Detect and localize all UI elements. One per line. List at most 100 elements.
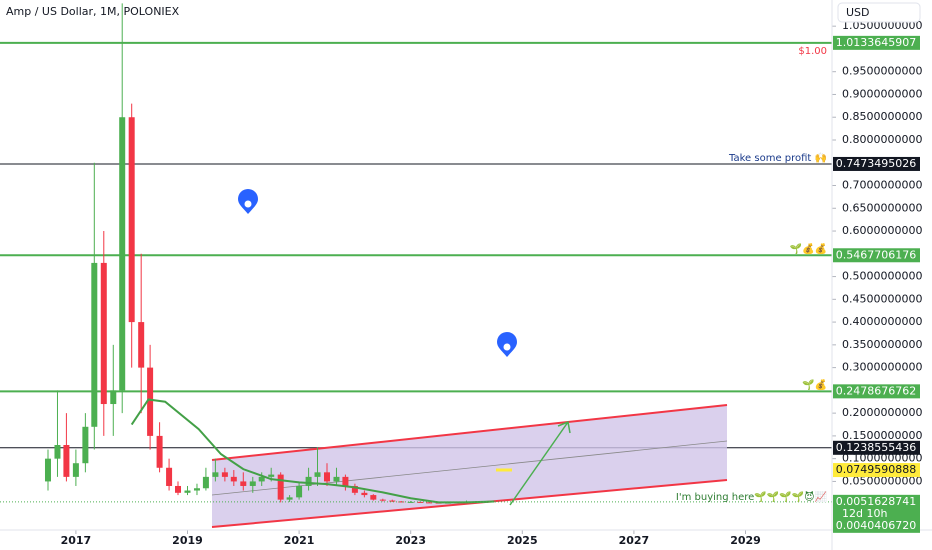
y-tick-label: 0.4500000000 bbox=[842, 292, 922, 305]
candle-body bbox=[351, 485, 358, 493]
price-label-box bbox=[833, 384, 920, 399]
channel-upper bbox=[211, 404, 728, 461]
candle-body bbox=[156, 435, 163, 468]
y-tick-label: 0.7000000000 bbox=[842, 179, 922, 192]
candle-body bbox=[407, 501, 414, 503]
candle-body bbox=[72, 463, 79, 477]
y-tick-label: 0.1500000000 bbox=[842, 429, 922, 442]
candle-body bbox=[249, 481, 256, 486]
candle-body bbox=[184, 490, 191, 493]
y-tick-label: 0.3000000000 bbox=[842, 361, 922, 374]
candle-body bbox=[44, 458, 51, 482]
candle-body bbox=[333, 476, 340, 482]
channel-fill bbox=[212, 405, 727, 527]
candle-body bbox=[314, 472, 321, 477]
moving-average bbox=[130, 398, 495, 504]
candle-body bbox=[361, 492, 368, 496]
pin-dot bbox=[244, 200, 252, 208]
candle-body bbox=[305, 476, 312, 486]
annotation: 🌱💰💰 bbox=[790, 242, 827, 255]
y-tick-label: 0.1000000000 bbox=[842, 452, 922, 465]
y-tick-label: 0.5000000000 bbox=[842, 270, 922, 283]
price-label-box bbox=[833, 156, 920, 171]
marks bbox=[0, 3, 832, 504]
candle-body bbox=[277, 474, 284, 500]
candle-body bbox=[193, 488, 200, 491]
candle-body bbox=[398, 501, 405, 503]
channel-lower bbox=[211, 479, 728, 528]
candle-body bbox=[426, 502, 433, 504]
currency-button[interactable] bbox=[837, 2, 921, 23]
candle-body bbox=[268, 474, 275, 477]
candle-body bbox=[323, 472, 330, 482]
y-tick-label: 0.6500000000 bbox=[842, 201, 922, 214]
candle-body bbox=[175, 485, 182, 493]
arrow bbox=[509, 420, 571, 506]
annotation: I'm buying here🌱🌱🌱🌱😈📈 bbox=[676, 490, 827, 503]
x-tick-label: 2017 bbox=[61, 534, 92, 547]
price-label-box bbox=[833, 35, 920, 50]
price-label: 1.0133645907 bbox=[836, 36, 916, 49]
low-label: 0.0040406720 bbox=[836, 519, 916, 532]
x-tick-label: 2027 bbox=[619, 534, 650, 547]
chart-title: Amp / US Dollar, 1M, POLONIEX bbox=[6, 5, 180, 18]
price-label: 0.1238555436 bbox=[836, 441, 916, 454]
candle-body bbox=[389, 500, 396, 502]
y-tick-label: 0.9500000000 bbox=[842, 65, 922, 78]
plot-area bbox=[0, 41, 832, 449]
last-price-box bbox=[833, 494, 920, 533]
candle-body bbox=[296, 485, 303, 498]
ma-label-box bbox=[833, 463, 920, 478]
candle-body bbox=[417, 501, 424, 503]
price-label: 0.2478676762 bbox=[836, 384, 916, 397]
candle-body bbox=[82, 426, 89, 464]
price-scale bbox=[832, 0, 932, 550]
pin-dot bbox=[503, 343, 511, 351]
x-tick-label: 2029 bbox=[730, 534, 761, 547]
y-tick-label: 0.2000000000 bbox=[842, 406, 922, 419]
x-tick-label: 2023 bbox=[395, 534, 426, 547]
candle-body bbox=[221, 472, 228, 477]
y-tick-label: 0.4000000000 bbox=[842, 315, 922, 328]
x-tick-label: 2025 bbox=[507, 534, 538, 547]
countdown: 12d 10h bbox=[842, 507, 887, 520]
x-tick-label: 2019 bbox=[172, 534, 203, 547]
candle-body bbox=[91, 262, 98, 427]
y-tick-label: 0.6000000000 bbox=[842, 224, 922, 237]
candle-body bbox=[128, 117, 135, 323]
price-label-box bbox=[833, 440, 920, 455]
candle-body bbox=[147, 367, 154, 436]
last-price-label: 0.0051628741 bbox=[836, 495, 916, 508]
y-tick-label: 0.3500000000 bbox=[842, 338, 922, 351]
candle-body bbox=[54, 445, 61, 459]
candle-body bbox=[100, 262, 107, 405]
candle-body bbox=[63, 445, 70, 477]
price-label: 0.7473495026 bbox=[836, 157, 916, 170]
candle-body bbox=[286, 497, 293, 500]
annotation: $1.00 bbox=[798, 46, 827, 57]
annotation: 🌱💰 bbox=[802, 378, 827, 391]
candle-body bbox=[212, 472, 219, 477]
candle-body bbox=[119, 117, 126, 391]
candle-body bbox=[258, 476, 265, 482]
y-tick-label: 0.0500000000 bbox=[842, 474, 922, 487]
x-tick-label: 2021 bbox=[284, 534, 315, 547]
candle-body bbox=[166, 467, 173, 486]
y-tick-label: 0.9000000000 bbox=[842, 87, 922, 100]
candle-body bbox=[138, 322, 145, 368]
candle-body bbox=[379, 499, 386, 501]
candle-body bbox=[240, 481, 247, 486]
currency[interactable]: USD bbox=[846, 6, 870, 19]
candle-body bbox=[370, 495, 377, 500]
ma-label: 0.0749590888 bbox=[836, 463, 916, 476]
y-tick-label: 0.8000000000 bbox=[842, 133, 922, 146]
candle-body bbox=[230, 476, 237, 482]
price-label: 0.5467706176 bbox=[836, 248, 916, 261]
annotation: Take some profit 🙌 bbox=[728, 152, 827, 164]
price-label-box bbox=[833, 248, 920, 263]
candle-body bbox=[342, 476, 349, 486]
y-tick-label: 0.8500000000 bbox=[842, 110, 922, 123]
candle-body bbox=[110, 390, 117, 405]
